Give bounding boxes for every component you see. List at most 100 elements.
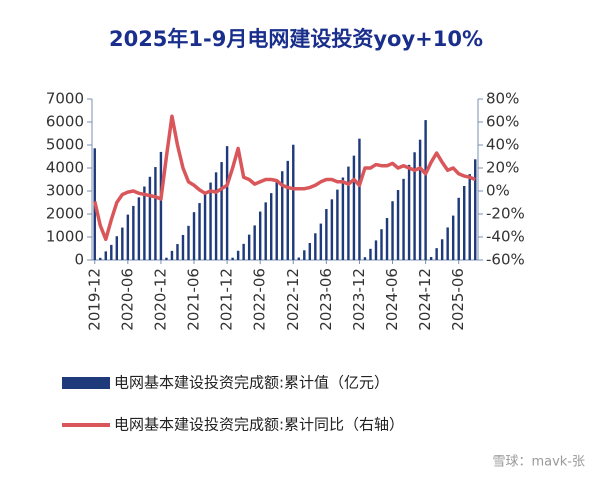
bar xyxy=(303,250,306,260)
bar xyxy=(451,215,455,260)
y2-tick-label: -40% xyxy=(486,228,525,246)
bar xyxy=(435,248,438,260)
bar xyxy=(247,234,251,260)
y-tick-label: 5000 xyxy=(46,136,84,154)
bar xyxy=(413,152,416,260)
bar xyxy=(264,202,267,260)
bar xyxy=(385,218,389,260)
bar xyxy=(341,177,345,260)
bar xyxy=(292,144,295,260)
bar xyxy=(159,151,163,260)
y-tick-label: 7000 xyxy=(46,90,84,108)
bar xyxy=(424,120,427,260)
bar xyxy=(474,159,477,260)
bar xyxy=(429,257,433,260)
bar xyxy=(369,248,372,260)
bar xyxy=(463,185,466,260)
bar xyxy=(468,174,471,260)
y-tick-label: 3000 xyxy=(46,182,84,200)
bar xyxy=(154,167,157,260)
x-tick-label: 2024-06 xyxy=(383,268,401,331)
bar xyxy=(126,214,130,260)
bar xyxy=(325,209,328,260)
bar xyxy=(391,201,394,260)
bar xyxy=(225,146,229,260)
bar xyxy=(297,257,300,260)
y2-tick-label: 40% xyxy=(486,136,519,154)
x-tick-label: 2020-06 xyxy=(118,268,136,331)
bar xyxy=(110,244,113,260)
y2-tick-label: -60% xyxy=(486,251,525,269)
bar xyxy=(203,193,207,260)
bar xyxy=(242,243,245,260)
bar xyxy=(396,190,400,260)
x-tick-label: 2025-06 xyxy=(449,268,467,331)
bar xyxy=(165,257,168,260)
bar xyxy=(275,181,278,260)
bar xyxy=(220,162,223,260)
bar xyxy=(446,227,449,260)
bar xyxy=(314,233,317,260)
bar xyxy=(363,257,367,260)
y2-tick-label: 60% xyxy=(486,113,519,131)
bar xyxy=(121,227,124,260)
bar xyxy=(258,211,262,260)
y2-tick-label: -20% xyxy=(486,205,525,223)
bar xyxy=(192,212,196,260)
bar xyxy=(308,243,312,260)
bar xyxy=(214,172,218,260)
bar xyxy=(352,155,356,260)
x-tick-label: 2022-06 xyxy=(251,268,269,331)
y-tick-label: 2000 xyxy=(46,205,84,223)
y-tick-label: 6000 xyxy=(46,113,84,131)
bar xyxy=(99,257,102,260)
bar xyxy=(198,203,201,260)
x-tick-label: 2021-12 xyxy=(218,268,236,331)
bar xyxy=(374,240,378,260)
bar xyxy=(187,225,190,260)
bar xyxy=(270,193,273,260)
bar xyxy=(170,250,174,260)
legend-label: 电网基本建设投资完成额:累计同比（右轴） xyxy=(114,416,404,434)
bar xyxy=(457,197,460,260)
bar xyxy=(347,166,350,260)
chart-title: 2025年1-9月电网建设投资yoy+10% xyxy=(109,27,483,51)
bar xyxy=(281,171,284,260)
bar xyxy=(402,178,405,260)
line xyxy=(93,114,476,242)
bar xyxy=(336,189,339,260)
bar xyxy=(209,182,212,260)
bar xyxy=(286,160,289,260)
bar xyxy=(104,251,107,260)
legend-label: 电网基本建设投资完成额:累计值（亿元） xyxy=(114,374,389,392)
y-tick-label: 1000 xyxy=(46,228,84,246)
y2-tick-label: 0% xyxy=(486,182,510,200)
y-tick-label: 4000 xyxy=(46,159,84,177)
x-tick-label: 2019-12 xyxy=(85,268,103,331)
y2-tick-label: 80% xyxy=(486,90,519,108)
bar xyxy=(380,229,383,260)
bar xyxy=(253,225,256,260)
x-tick-label: 2023-12 xyxy=(350,268,368,331)
bar xyxy=(148,176,152,260)
bar xyxy=(181,234,185,260)
bar xyxy=(143,186,146,260)
bar xyxy=(137,197,141,260)
watermark: 雪球：mavk-张 xyxy=(492,455,585,470)
bar xyxy=(231,257,234,260)
y2-tick-label: 20% xyxy=(486,159,519,177)
x-tick-label: 2022-12 xyxy=(284,268,302,331)
bar xyxy=(132,205,135,260)
bar xyxy=(418,139,422,260)
x-tick-label: 2023-06 xyxy=(317,268,335,331)
x-tick-label: 2021-06 xyxy=(185,268,203,331)
bar xyxy=(358,138,361,260)
bar xyxy=(440,239,444,260)
legend-swatch xyxy=(62,377,110,389)
y-tick-label: 0 xyxy=(74,251,84,269)
x-tick-label: 2020-12 xyxy=(151,268,169,331)
bar xyxy=(407,164,411,260)
bar xyxy=(176,244,179,260)
bar xyxy=(236,250,240,260)
